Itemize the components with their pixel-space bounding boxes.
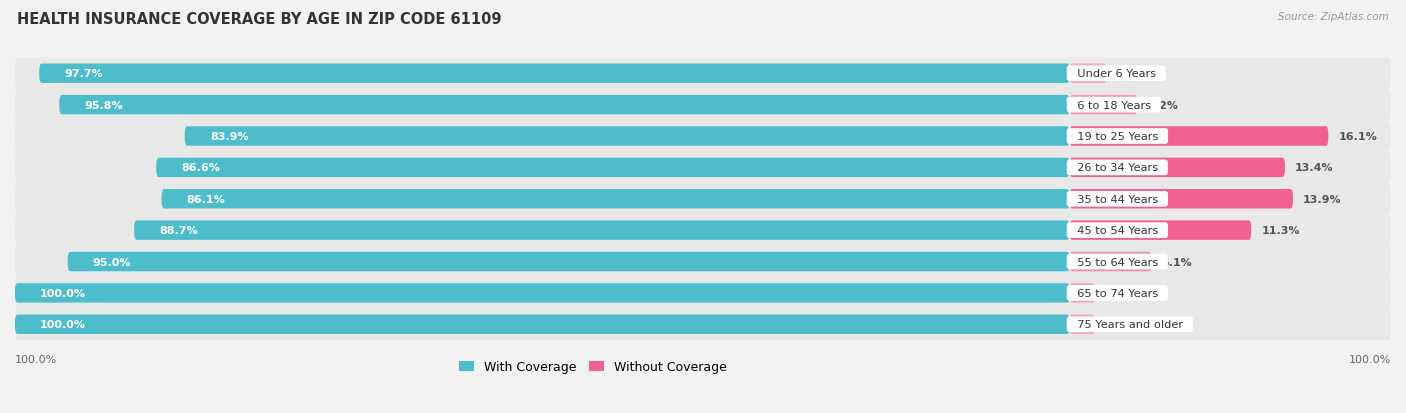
FancyBboxPatch shape: [15, 315, 1070, 334]
FancyBboxPatch shape: [15, 152, 1391, 184]
FancyBboxPatch shape: [134, 221, 1070, 240]
Text: 100.0%: 100.0%: [1348, 354, 1391, 364]
Text: 97.7%: 97.7%: [65, 69, 103, 79]
FancyBboxPatch shape: [15, 90, 1391, 121]
FancyBboxPatch shape: [162, 190, 1070, 209]
FancyBboxPatch shape: [15, 246, 1391, 278]
Text: 13.9%: 13.9%: [1303, 194, 1341, 204]
Text: HEALTH INSURANCE COVERAGE BY AGE IN ZIP CODE 61109: HEALTH INSURANCE COVERAGE BY AGE IN ZIP …: [17, 12, 502, 27]
Text: 0.0%: 0.0%: [1105, 288, 1136, 298]
FancyBboxPatch shape: [156, 158, 1070, 178]
Text: 6 to 18 Years: 6 to 18 Years: [1070, 100, 1159, 110]
FancyBboxPatch shape: [15, 283, 1070, 303]
FancyBboxPatch shape: [39, 64, 1070, 84]
Text: Source: ZipAtlas.com: Source: ZipAtlas.com: [1278, 12, 1389, 22]
Text: 4.2%: 4.2%: [1147, 100, 1178, 110]
Text: 100.0%: 100.0%: [41, 288, 86, 298]
Text: 95.8%: 95.8%: [84, 100, 124, 110]
Text: 83.9%: 83.9%: [209, 132, 249, 142]
Text: 45 to 54 Years: 45 to 54 Years: [1070, 225, 1166, 235]
FancyBboxPatch shape: [1070, 96, 1137, 115]
FancyBboxPatch shape: [1070, 315, 1095, 334]
Text: 13.4%: 13.4%: [1295, 163, 1334, 173]
FancyBboxPatch shape: [1070, 127, 1329, 146]
Text: 16.1%: 16.1%: [1339, 132, 1376, 142]
FancyBboxPatch shape: [184, 127, 1070, 146]
Text: 86.6%: 86.6%: [181, 163, 221, 173]
FancyBboxPatch shape: [15, 121, 1391, 152]
FancyBboxPatch shape: [1070, 252, 1152, 272]
Text: 100.0%: 100.0%: [15, 354, 58, 364]
Text: 75 Years and older: 75 Years and older: [1070, 320, 1189, 330]
FancyBboxPatch shape: [15, 215, 1391, 246]
FancyBboxPatch shape: [59, 96, 1070, 115]
Text: 100.0%: 100.0%: [41, 320, 86, 330]
FancyBboxPatch shape: [1070, 190, 1294, 209]
Text: 5.1%: 5.1%: [1161, 257, 1192, 267]
Text: 19 to 25 Years: 19 to 25 Years: [1070, 132, 1166, 142]
FancyBboxPatch shape: [1070, 221, 1251, 240]
Legend: With Coverage, Without Coverage: With Coverage, Without Coverage: [454, 356, 733, 378]
Text: 26 to 34 Years: 26 to 34 Years: [1070, 163, 1166, 173]
Text: 0.0%: 0.0%: [1105, 320, 1136, 330]
Text: 35 to 44 Years: 35 to 44 Years: [1070, 194, 1166, 204]
FancyBboxPatch shape: [15, 184, 1391, 215]
FancyBboxPatch shape: [1070, 283, 1095, 303]
Text: 65 to 74 Years: 65 to 74 Years: [1070, 288, 1166, 298]
FancyBboxPatch shape: [15, 278, 1391, 309]
Text: 55 to 64 Years: 55 to 64 Years: [1070, 257, 1166, 267]
FancyBboxPatch shape: [15, 58, 1391, 90]
FancyBboxPatch shape: [1070, 64, 1107, 84]
FancyBboxPatch shape: [67, 252, 1070, 272]
Text: 2.3%: 2.3%: [1116, 69, 1147, 79]
Text: 95.0%: 95.0%: [93, 257, 131, 267]
FancyBboxPatch shape: [15, 309, 1391, 340]
Text: Under 6 Years: Under 6 Years: [1070, 69, 1163, 79]
FancyBboxPatch shape: [1070, 158, 1285, 178]
Text: 11.3%: 11.3%: [1261, 225, 1299, 235]
Text: 88.7%: 88.7%: [159, 225, 198, 235]
Text: 86.1%: 86.1%: [187, 194, 225, 204]
